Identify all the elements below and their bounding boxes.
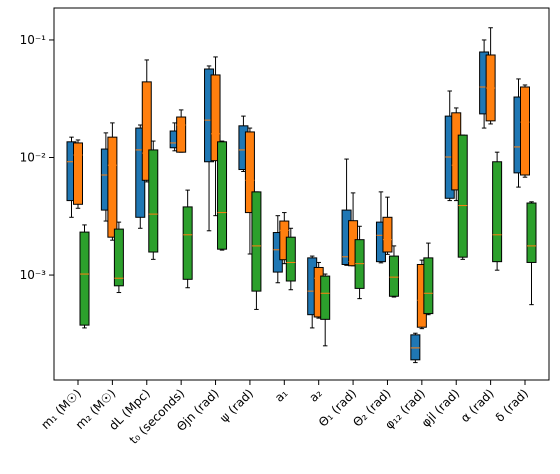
box [113, 228, 124, 287]
box [410, 334, 421, 361]
x-tick-label: ψ (rad) [217, 386, 256, 425]
y-tick-label: 10⁻¹ [20, 33, 47, 47]
box [251, 191, 262, 292]
y-tick-label: 10⁻² [20, 151, 47, 165]
box [382, 216, 393, 253]
box [79, 231, 90, 326]
box [141, 81, 152, 181]
box [388, 255, 399, 297]
x-tick-label: α (rad) [458, 386, 497, 425]
box [176, 116, 187, 153]
box [210, 74, 221, 162]
box [182, 206, 193, 280]
y-tick-label: 10⁻³ [20, 268, 47, 282]
box [457, 134, 468, 258]
box [285, 236, 296, 282]
box [320, 275, 331, 320]
x-tick-label: δ (rad) [493, 386, 531, 424]
box [73, 142, 83, 205]
x-tick-label: φjl (rad) [419, 386, 463, 430]
box [492, 161, 503, 263]
box [148, 149, 159, 253]
plot-frame [53, 7, 550, 381]
box [520, 86, 530, 176]
box [107, 136, 118, 238]
box [423, 257, 434, 315]
box [217, 141, 228, 250]
box [526, 202, 537, 263]
x-tick-label: a₂ [306, 386, 325, 405]
box [244, 131, 255, 214]
x-tick-label: a₁ [272, 386, 291, 405]
